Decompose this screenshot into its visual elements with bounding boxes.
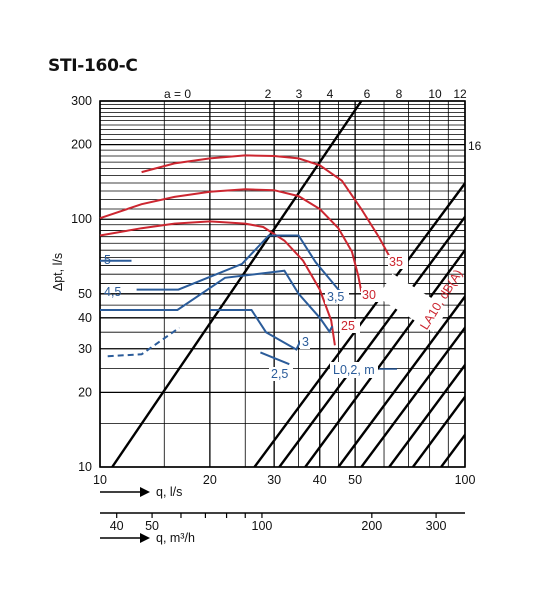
y-tick-20: 20 bbox=[78, 385, 92, 399]
damper-line-a12 bbox=[411, 394, 465, 467]
sound-label-bg bbox=[340, 319, 360, 333]
x2-arrow-head bbox=[140, 533, 150, 543]
throw-label-3-5: 3,5 bbox=[327, 290, 344, 304]
x2-tick-200: 200 bbox=[361, 519, 382, 533]
x-tick-30: 30 bbox=[267, 473, 281, 487]
plot-frame bbox=[99, 100, 466, 468]
damper-label-a0: a = 0 bbox=[164, 87, 191, 101]
y-axis-label: Δpt, l/s bbox=[51, 253, 65, 291]
throw-title-bg bbox=[330, 362, 378, 378]
damper-label-a8: 8 bbox=[396, 87, 403, 101]
x-axis-label: q, l/s bbox=[156, 485, 182, 499]
throw-curves bbox=[100, 234, 350, 366]
sound-label-25: 25 bbox=[341, 319, 355, 333]
throw-curve-3-5 bbox=[100, 269, 334, 334]
sound-curve-30 bbox=[99, 188, 363, 292]
x-tick-40: 40 bbox=[313, 473, 327, 487]
x-tick-100: 100 bbox=[455, 473, 476, 487]
damper-line-a6 bbox=[337, 294, 465, 467]
y-tick-300: 300 bbox=[71, 94, 92, 108]
x2-tick-40: 40 bbox=[110, 519, 124, 533]
y-tick-200: 200 bbox=[71, 138, 92, 152]
x2-tick-100: 100 bbox=[252, 519, 273, 533]
throw-label-bg bbox=[300, 335, 310, 349]
x-arrow-head bbox=[140, 487, 150, 497]
throw-curve-3 bbox=[209, 309, 302, 351]
y-tick-100: 100 bbox=[71, 212, 92, 226]
x-tick-10: 10 bbox=[93, 473, 107, 487]
x-tick-50: 50 bbox=[348, 473, 362, 487]
damper-label-a10: 10 bbox=[428, 87, 442, 101]
damper-label-a6: 6 bbox=[364, 87, 371, 101]
damper-line-a10 bbox=[388, 363, 465, 467]
throw-curve-4-5 bbox=[136, 234, 350, 299]
damper-label-a2: 2 bbox=[265, 87, 272, 101]
x2-tick-50: 50 bbox=[145, 519, 159, 533]
sound-curves bbox=[99, 154, 393, 346]
y-tick-40: 40 bbox=[78, 311, 92, 325]
damper-label-a12: 12 bbox=[453, 87, 467, 101]
throw-curve-dashed bbox=[107, 326, 180, 358]
damper-label-a3: 3 bbox=[296, 87, 303, 101]
sound-label-bg bbox=[361, 288, 381, 302]
sound-curve-35 bbox=[141, 154, 393, 262]
throw-label-5: 5 bbox=[104, 253, 111, 267]
damper-label-a4: 4 bbox=[327, 87, 334, 101]
sound-label-30: 30 bbox=[362, 288, 376, 302]
throw-curve-2-5 bbox=[260, 351, 290, 366]
throw-title: L0,2, m bbox=[333, 363, 375, 377]
y-tick-50: 50 bbox=[78, 287, 92, 301]
throw-label-4-5: 4,5 bbox=[104, 285, 121, 299]
throw-label-3: 3 bbox=[302, 335, 309, 349]
damper-line-a0 bbox=[111, 101, 363, 467]
y-tick-30: 30 bbox=[78, 342, 92, 356]
throw-label-bg bbox=[325, 290, 349, 304]
sound-label-35: 35 bbox=[389, 255, 403, 269]
damper-line-a4 bbox=[304, 248, 465, 467]
throw-label-bg bbox=[269, 367, 293, 381]
sound-curve-25 bbox=[99, 220, 336, 346]
damper-label-a16: 16 bbox=[468, 139, 482, 153]
damper-line-a3 bbox=[278, 214, 465, 467]
chart-title: STI-160-C bbox=[48, 56, 138, 76]
sound-title-bg bbox=[377, 273, 449, 333]
x2-tick-300: 300 bbox=[426, 519, 447, 533]
throw-label-2-5: 2,5 bbox=[271, 367, 288, 381]
sound-label-bg bbox=[388, 255, 408, 269]
y-tick-10: 10 bbox=[78, 460, 92, 474]
damper-line-a8 bbox=[360, 325, 465, 467]
x2-axis-label: q, m³/h bbox=[156, 531, 195, 545]
x-tick-20: 20 bbox=[203, 473, 217, 487]
